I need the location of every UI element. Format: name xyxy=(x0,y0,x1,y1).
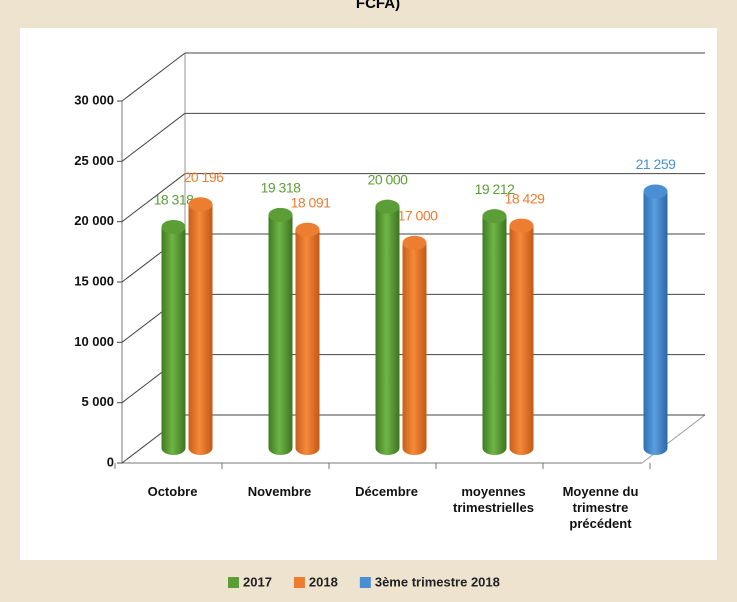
y-tick-label: 20 000 xyxy=(74,213,114,228)
y-tick-label: 25 000 xyxy=(74,153,114,168)
bar-top xyxy=(188,197,213,212)
side-grid-line xyxy=(121,173,186,223)
legend-label: 3ème trimestre 2018 xyxy=(375,574,500,589)
bar xyxy=(268,214,293,455)
x-tick-label: Novembre xyxy=(247,484,312,499)
bar-top xyxy=(402,235,427,250)
bar xyxy=(161,226,186,455)
legend-label: 2017 xyxy=(243,574,272,589)
y-tick-label: 30 000 xyxy=(74,92,114,107)
data-label: 18 429 xyxy=(505,190,546,206)
data-label: 20 196 xyxy=(184,169,225,185)
data-label: 19 212 xyxy=(475,181,516,197)
y-tick-label: 5 000 xyxy=(81,394,114,409)
bar xyxy=(402,242,427,455)
data-label: 20 000 xyxy=(368,171,409,187)
y-tick-label: 15 000 xyxy=(74,273,114,288)
data-label: 19 318 xyxy=(261,180,302,196)
bar-top xyxy=(375,199,400,214)
bar xyxy=(295,229,320,455)
bar xyxy=(643,191,668,455)
data-label: 21 259 xyxy=(636,156,677,172)
x-tick-label: Octobre xyxy=(147,484,198,499)
bar-top xyxy=(295,222,320,237)
bar xyxy=(482,216,507,455)
bar-top xyxy=(643,184,668,199)
legend-swatch xyxy=(359,577,371,588)
legend-swatch xyxy=(293,577,305,588)
chart-title: FCFA) xyxy=(356,0,400,12)
bar xyxy=(509,225,534,455)
x-tick-label: Moyenne du trimestre précédent xyxy=(562,484,639,531)
bar xyxy=(375,206,400,455)
y-tick-label: 0 xyxy=(107,454,114,469)
floor-right xyxy=(641,414,706,464)
bar-top xyxy=(482,209,507,224)
y-tick-label: 10 000 xyxy=(74,334,114,349)
x-tick-label: moyennes trimestrielles xyxy=(453,484,534,515)
bar-top xyxy=(161,219,186,234)
x-tick-label: Décembre xyxy=(355,484,418,499)
bar-top xyxy=(509,218,534,233)
side-grid-line xyxy=(121,52,186,102)
bar xyxy=(188,204,213,455)
legend-swatch xyxy=(228,577,239,588)
data-label: 17 000 xyxy=(398,208,439,224)
bar-top xyxy=(268,207,293,222)
side-grid-line xyxy=(121,112,186,162)
data-label: 18 091 xyxy=(291,194,332,210)
legend-label: 2018 xyxy=(309,574,338,589)
data-label: 18 318 xyxy=(154,192,195,208)
